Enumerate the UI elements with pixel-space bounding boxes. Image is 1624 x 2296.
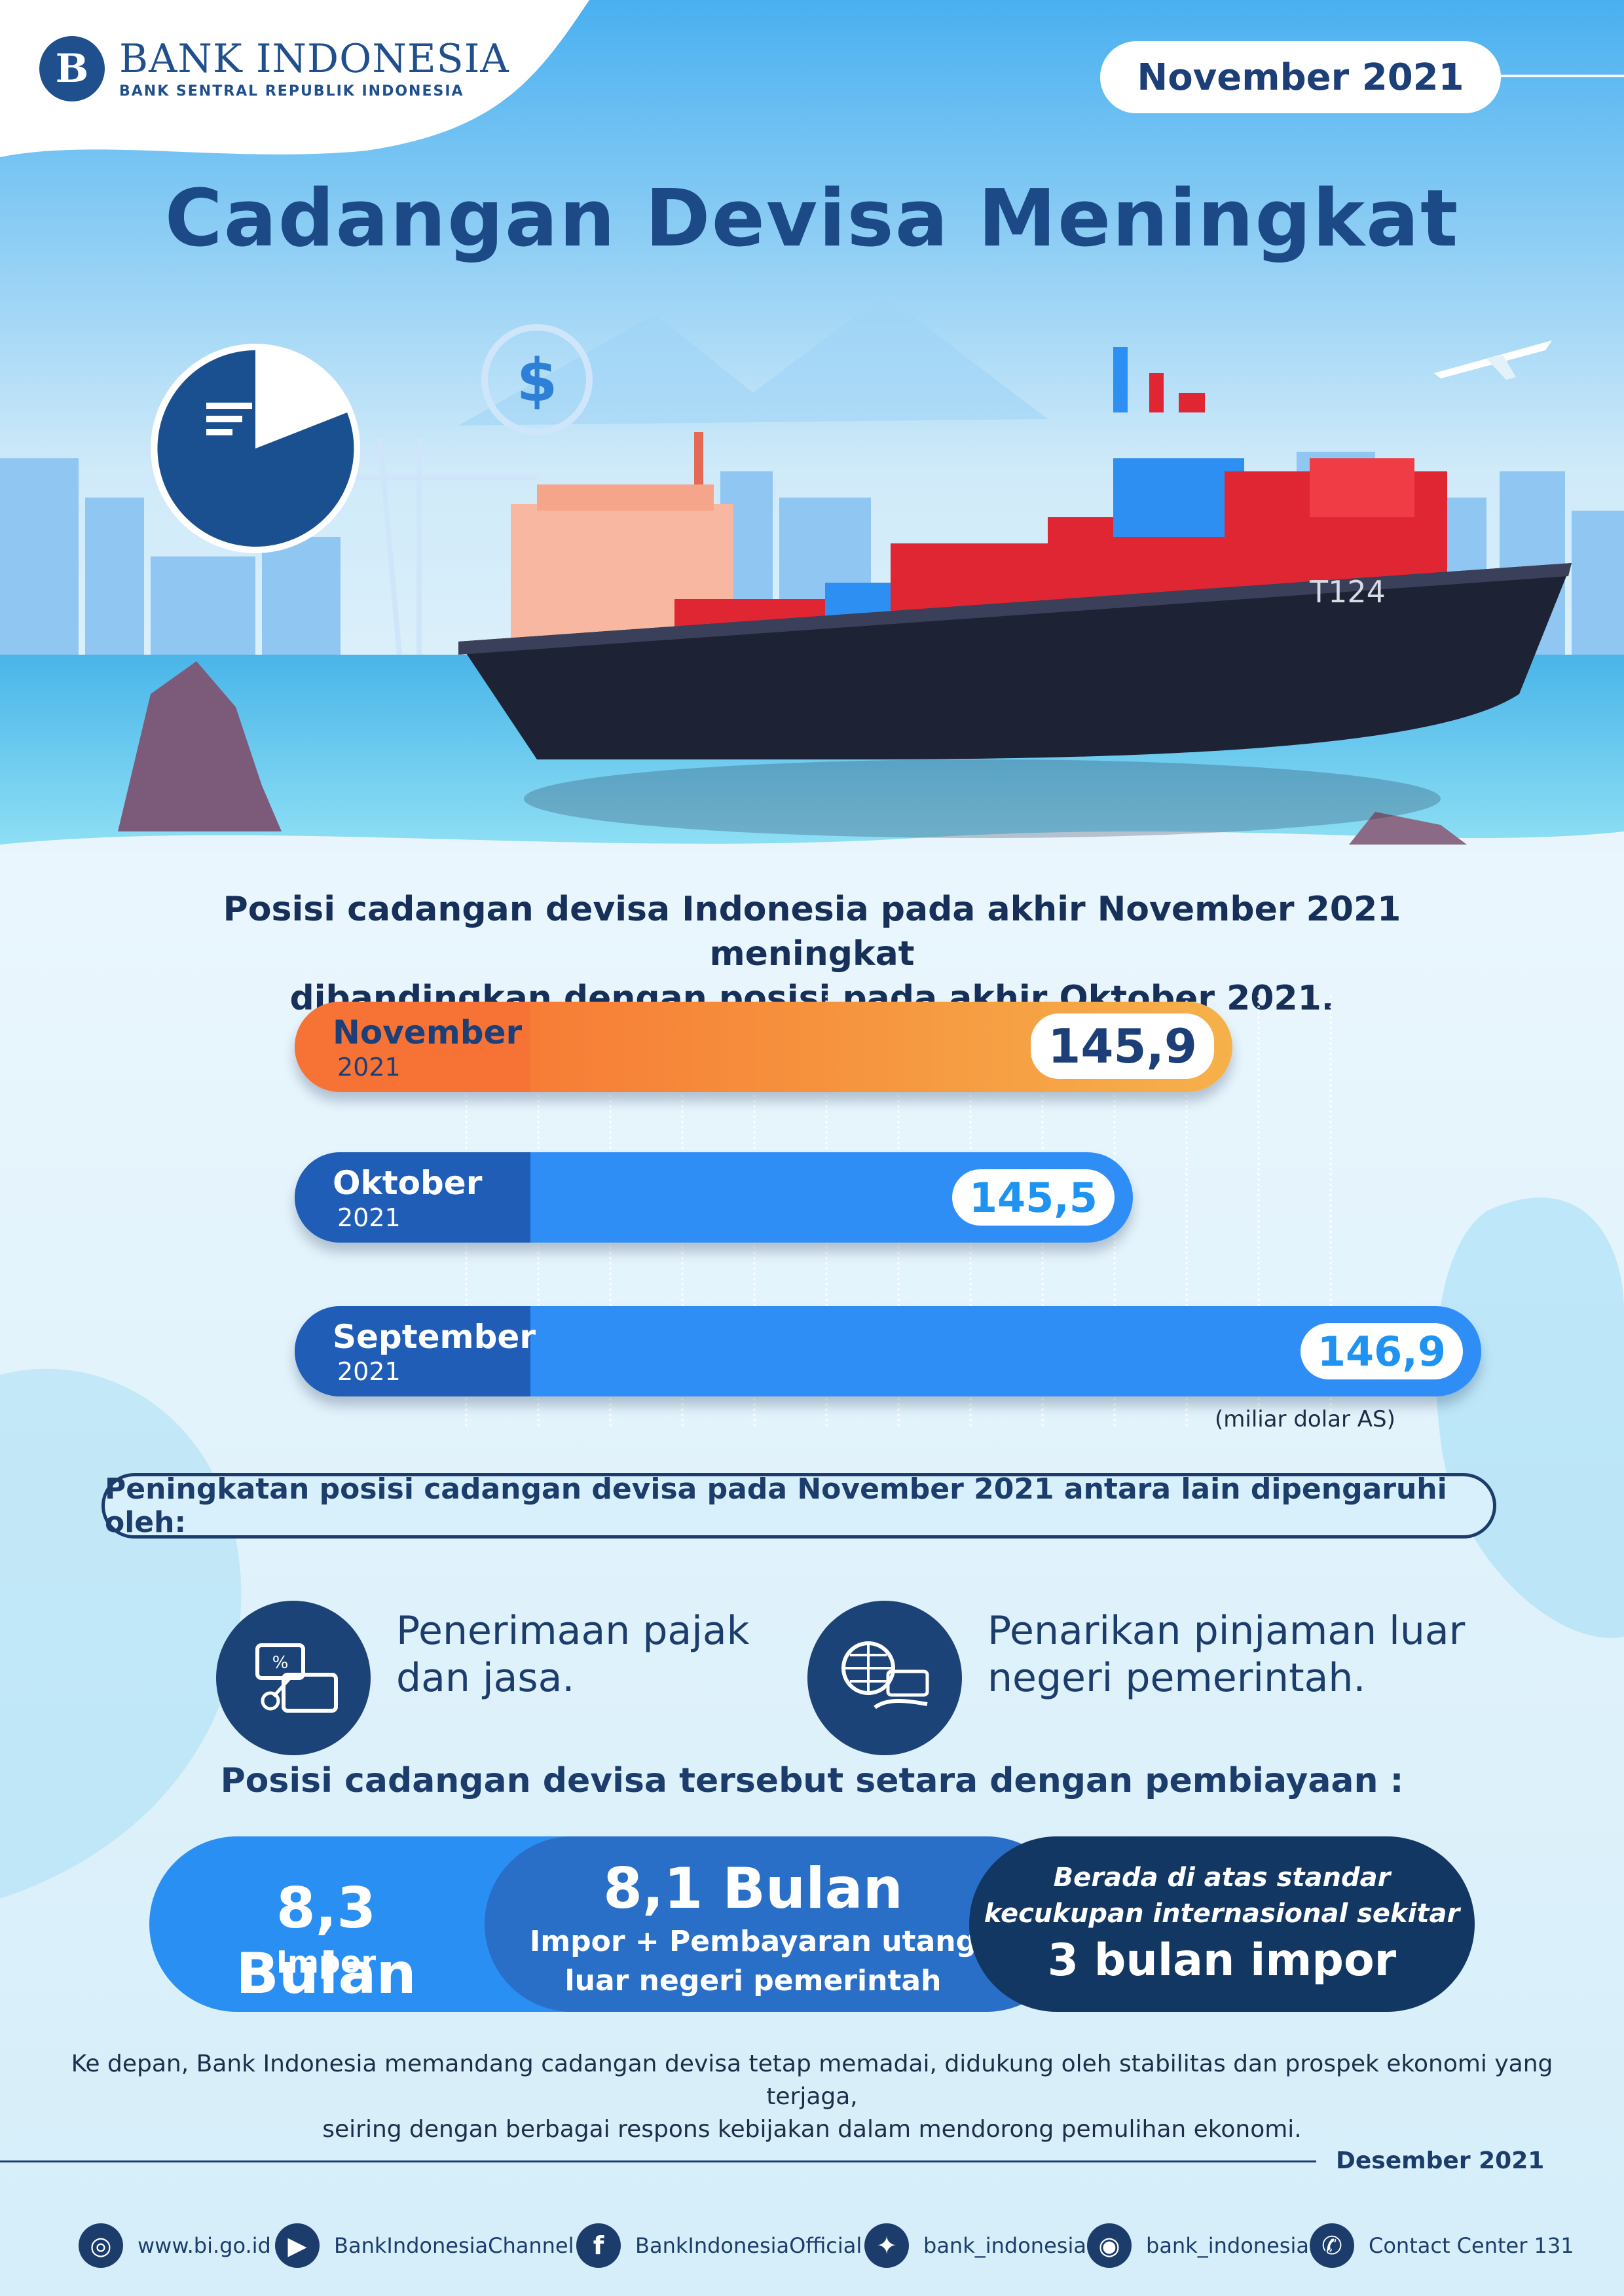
- pill2-label-2: luar negeri pemerintah: [564, 1964, 942, 1997]
- airplane-icon: [1434, 340, 1552, 380]
- bar-month-label: Oktober: [333, 1164, 483, 1202]
- bar-year-label: 2021: [337, 1203, 401, 1232]
- social-globe[interactable]: ◎ www.bi.go.id: [79, 2219, 271, 2272]
- social-instagram[interactable]: ◉ bank_indonesia: [1087, 2219, 1309, 2272]
- bar-year-label: 2021: [337, 1053, 401, 1082]
- bar-chart-icon: [1113, 347, 1205, 412]
- bar-year-label: 2021: [337, 1357, 401, 1386]
- bar-month-label: November: [333, 1013, 523, 1051]
- pill3-label-1: Berada di atas standar: [1053, 1863, 1391, 1893]
- social-phone[interactable]: ✆ Contact Center 131: [1310, 2219, 1574, 2272]
- bi-emblem-icon: B: [39, 36, 105, 101]
- page-title: Cadangan Devisa Meningkat: [164, 173, 1460, 264]
- publication-date: Desember 2021: [1336, 2147, 1545, 2174]
- bank-indonesia-logo: B BANK INDONESIA BANK SENTRAL REPUBLIK I…: [39, 33, 509, 105]
- pie-chart-icon: [151, 344, 360, 553]
- instagram-icon: ◉: [1087, 2223, 1132, 2268]
- equivalence-heading: Posisi cadangan devisa tersebut setara d…: [220, 1761, 1404, 1800]
- pill3-label-2: kecukupan internasional sekitar: [984, 1899, 1460, 1929]
- ship-label: T124: [1309, 574, 1386, 610]
- factors-heading: Peningkatan posisi cadangan devisa pada …: [101, 1472, 1496, 1539]
- intro-text: Posisi cadangan devisa Indonesia pada ak…: [131, 887, 1493, 1021]
- pill3-value: 3 bulan impor: [1047, 1935, 1397, 1986]
- pill2-label-1: Impor + Pembayaran utang: [529, 1925, 977, 1958]
- dollar-icon: $: [481, 324, 593, 435]
- intro-line-1: Posisi cadangan devisa Indonesia pada ak…: [223, 890, 1401, 974]
- pill1-label: Impor: [276, 1944, 377, 1980]
- bar-head: [295, 1306, 530, 1396]
- svg-text:$: $: [517, 346, 558, 415]
- globe-icon: ◎: [79, 2223, 123, 2268]
- pill1-value: 8,3 Bulan: [236, 1876, 416, 2007]
- bar-oktober: Oktober 2021 145,5: [295, 1152, 1133, 1243]
- period-badge: November 2021: [1100, 41, 1501, 113]
- bar-value-label: 146,9: [1300, 1323, 1463, 1379]
- bar-month-label: September: [333, 1318, 536, 1356]
- footnote: Ke depan, Bank Indonesia memandang cadan…: [71, 2050, 1553, 2143]
- facebook-icon: f: [576, 2223, 621, 2268]
- bar-head: [295, 1152, 530, 1243]
- social-twitter[interactable]: ✦ bank_indonesia: [864, 2219, 1086, 2272]
- header-line: [1501, 75, 1624, 77]
- brand-subtitle: BANK SENTRAL REPUBLIK INDONESIA: [119, 82, 464, 100]
- pill2-value: 8,1 Bulan: [603, 1856, 903, 1922]
- tax-services-icon: %: [216, 1601, 371, 1755]
- pill-international-standard: Berada di atas standar kecukupan interna…: [969, 1836, 1475, 2012]
- foreign-loan-icon: [807, 1601, 962, 1755]
- cargo-ship-icon: T124: [458, 347, 1572, 759]
- factor-1-text: Penerimaan pajak dan jasa.: [396, 1608, 750, 1701]
- bar-head: [295, 1002, 530, 1092]
- social-youtube[interactable]: ▶ BankIndonesiaChannel: [275, 2219, 574, 2272]
- brand-name: BANK INDONESIA: [119, 35, 509, 82]
- svg-text:%: %: [272, 1653, 289, 1673]
- bar-november: November 2021 145,9: [295, 1002, 1232, 1092]
- chart-unit: (miliar dolar AS): [1215, 1406, 1395, 1432]
- youtube-icon: ▶: [275, 2223, 320, 2268]
- twitter-icon: ✦: [864, 2223, 909, 2268]
- factor-2-text: Penarikan pinjaman luar negeri pemerinta…: [987, 1608, 1466, 1701]
- bar-value-label: 145,9: [1031, 1013, 1214, 1079]
- bar-september: September 2021 146,9: [295, 1306, 1481, 1396]
- bar-value-label: 145,5: [951, 1169, 1115, 1226]
- phone-icon: ✆: [1310, 2223, 1354, 2268]
- divider: [0, 2160, 1316, 2162]
- social-facebook[interactable]: f BankIndonesiaOfficial: [576, 2219, 862, 2272]
